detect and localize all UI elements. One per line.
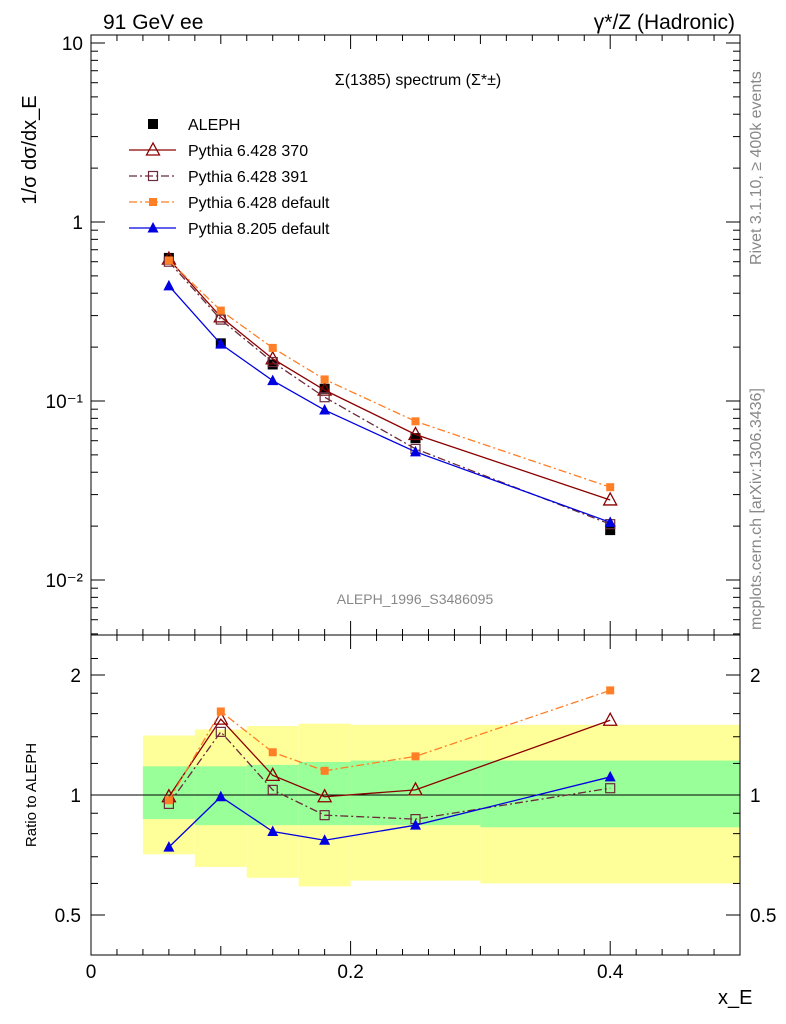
data-point-p370 bbox=[602, 491, 618, 506]
x-tick-label: 0 bbox=[86, 962, 97, 983]
ratio-point-p370 bbox=[602, 711, 618, 726]
x-tick-label: 0.2 bbox=[337, 962, 363, 983]
header-left: 91 GeV ee bbox=[103, 11, 203, 34]
mcplots-label: mcplots.cern.ch [arXiv:1306.3436] bbox=[748, 388, 765, 630]
ratio-point-p391 bbox=[605, 783, 616, 794]
main-plot-panel: 10 1 10⁻¹ 10⁻² Σ(1385) spectrum (Σ*±) ALEPH… bbox=[19, 34, 741, 636]
data-point-p391 bbox=[319, 392, 330, 403]
ratio-line-p8def bbox=[168, 776, 611, 848]
data-point-p6def bbox=[606, 483, 615, 492]
data-point-p391 bbox=[267, 356, 278, 368]
ratio-line-p370 bbox=[168, 718, 611, 798]
data-point-p8def bbox=[410, 445, 421, 457]
data-point-p8def bbox=[163, 279, 175, 291]
band-inner bbox=[142, 766, 195, 820]
ratio-line-p391 bbox=[168, 730, 611, 820]
data-point-aleph bbox=[605, 525, 616, 536]
header-right: γ*/Z (Hadronic) bbox=[594, 11, 735, 34]
data-point-aleph bbox=[410, 433, 421, 444]
ratio-point-p391 bbox=[267, 784, 278, 795]
ratio-point-p6def bbox=[606, 686, 615, 695]
ratio-point-p6def bbox=[216, 707, 225, 716]
data-point-p6def bbox=[216, 306, 225, 315]
ratio-point-p8def bbox=[410, 819, 421, 830]
ratio-y-tick-label-right: 2 bbox=[750, 666, 761, 687]
plot-title: Σ(1385) spectrum (Σ*±) bbox=[335, 72, 501, 89]
ratio-point-p391 bbox=[319, 810, 330, 821]
data-point-p8def bbox=[215, 338, 227, 349]
legend-label-aleph: ALEPH bbox=[188, 117, 240, 134]
data-point-p370 bbox=[213, 308, 229, 323]
ratio-line-p6def bbox=[168, 689, 611, 801]
legend-marker-p391 bbox=[147, 170, 159, 182]
ratio-point-p6def bbox=[320, 766, 329, 775]
ratio-plot-panel: 2 2 1 1 0.5 0.5 Ratio to ALEPH bbox=[23, 634, 776, 956]
ratio-point-p8def bbox=[215, 790, 227, 802]
series-line-p370 bbox=[168, 258, 611, 501]
rivet-label: Rivet 3.1.10, ≥ 400k events bbox=[748, 71, 765, 265]
legend: ALEPH Pythia 6.428 370 Pythia 6.428 391 Pyt… bbox=[129, 117, 330, 238]
y-tick-label: 10⁻¹ bbox=[46, 392, 84, 413]
series-line-p391 bbox=[168, 261, 611, 525]
ratio-point-p8def bbox=[319, 834, 331, 845]
x-axis-label: x_E bbox=[718, 987, 752, 1009]
ratio-y-tick-label-right: 1 bbox=[750, 786, 761, 807]
legend-label-p391: Pythia 6.428 391 bbox=[188, 169, 308, 186]
ratio-y-tick-label-right: 0.5 bbox=[750, 906, 776, 927]
ratio-point-p6def bbox=[164, 796, 173, 805]
ratio-point-p370 bbox=[407, 781, 424, 796]
series-line-p8def bbox=[168, 285, 611, 523]
series-line-p6def bbox=[168, 259, 611, 488]
ratio-point-p391 bbox=[215, 726, 226, 737]
ratio-y-tick-label: 2 bbox=[70, 666, 81, 687]
ratio-point-p8def bbox=[163, 841, 175, 852]
data-point-p6def bbox=[320, 375, 329, 384]
data-point-p6def bbox=[164, 256, 173, 265]
legend-label-p370: Pythia 6.428 370 bbox=[188, 143, 308, 160]
ratio-point-p6def bbox=[411, 752, 420, 761]
ratio-point-p370 bbox=[265, 767, 281, 782]
ratio-y-axis-label: Ratio to ALEPH bbox=[23, 743, 40, 847]
data-point-p6def bbox=[268, 343, 277, 352]
data-point-p6def bbox=[411, 417, 420, 426]
ratio-point-p8def bbox=[604, 770, 616, 782]
y-tick-label: 10⁻² bbox=[46, 571, 84, 592]
legend-label-p8def: Pythia 8.205 default bbox=[188, 221, 330, 238]
ratio-point-p8def bbox=[267, 825, 279, 836]
y-tick-label: 1 bbox=[72, 213, 83, 234]
ratio-y-tick-label: 0.5 bbox=[55, 906, 81, 927]
legend-marker-p370 bbox=[145, 141, 161, 156]
ratio-point-p370 bbox=[317, 788, 333, 803]
data-point-p8def bbox=[604, 516, 616, 527]
ratio-point-p370 bbox=[213, 710, 229, 725]
legend-marker-aleph bbox=[148, 119, 158, 129]
main-y-axis-label: 1/σ dσ/dx_E bbox=[19, 95, 41, 204]
y-tick-label: 10 bbox=[62, 34, 83, 55]
analysis-label: ALEPH_1996_S3486095 bbox=[337, 591, 494, 607]
data-point-p391 bbox=[215, 314, 226, 325]
band-inner bbox=[480, 760, 740, 828]
legend-label-p6def: Pythia 6.428 default bbox=[188, 195, 330, 212]
legend-marker-p8def bbox=[147, 222, 159, 233]
data-point-p370 bbox=[407, 426, 424, 441]
data-point-aleph bbox=[319, 383, 330, 394]
data-point-p8def bbox=[267, 374, 279, 386]
x-tick-label: 0.4 bbox=[597, 962, 624, 983]
data-point-p8def bbox=[319, 404, 331, 415]
data-point-p370 bbox=[317, 381, 333, 396]
ratio-y-tick-label: 1 bbox=[70, 786, 81, 807]
ratio-point-p6def bbox=[268, 748, 277, 757]
legend-marker-p6def bbox=[149, 198, 157, 206]
